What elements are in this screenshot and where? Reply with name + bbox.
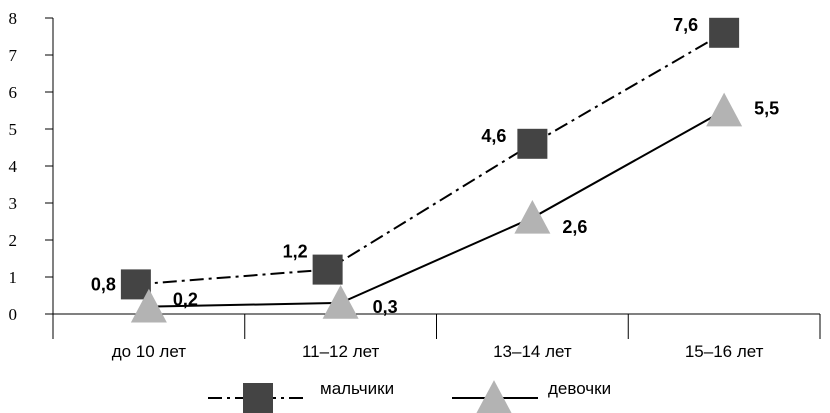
legend-marker-square [243,383,273,413]
legend-label-girls: девочки [548,379,611,398]
y-tick-label: 7 [9,46,18,65]
legend: мальчики девочки [208,379,611,413]
triangle-marker [706,92,743,127]
y-tick-label: 0 [9,305,18,324]
series-line-boys [135,31,725,286]
x-tick-label: до 10 лет [112,342,187,361]
data-label: 1,2 [283,242,308,262]
triangle-marker [514,199,551,234]
y-tick-label: 6 [9,83,18,102]
triangle-marker [130,288,167,323]
data-label: 5,5 [754,99,779,119]
data-label: 2,6 [562,217,587,237]
data-label: 0,2 [173,290,198,310]
x-tick-label: 15–16 лет [685,342,764,361]
square-marker [709,17,740,48]
y-tick-label: 3 [9,194,18,213]
legend-marker-triangle [476,380,512,413]
data-labels: 0,8 1,2 4,6 7,6 0,2 0,3 2,6 5,5 [91,15,779,317]
y-tick-label: 5 [9,120,18,139]
data-label: 7,6 [673,15,698,35]
data-label: 0,8 [91,274,116,294]
legend-label-boys: мальчики [320,379,394,398]
series-lines [135,31,725,308]
data-label: 0,3 [373,297,398,317]
y-tick-label: 8 [9,9,18,28]
data-label: 4,6 [481,126,506,146]
y-tick-label: 1 [9,268,18,287]
axes: 0 1 2 3 4 5 6 7 8 до 10 лет 11–12 лет 13–14 лет 15–1… [9,9,821,361]
square-marker [312,254,343,285]
y-tick-label: 4 [9,157,18,176]
square-marker [517,128,548,159]
y-tick-label: 2 [9,231,18,250]
x-tick-label: 11–12 лет [302,342,380,361]
x-tick-label: 13–14 лет [493,342,572,361]
series-markers [120,17,743,323]
triangle-marker [322,285,359,319]
series-line-girls [148,109,725,308]
